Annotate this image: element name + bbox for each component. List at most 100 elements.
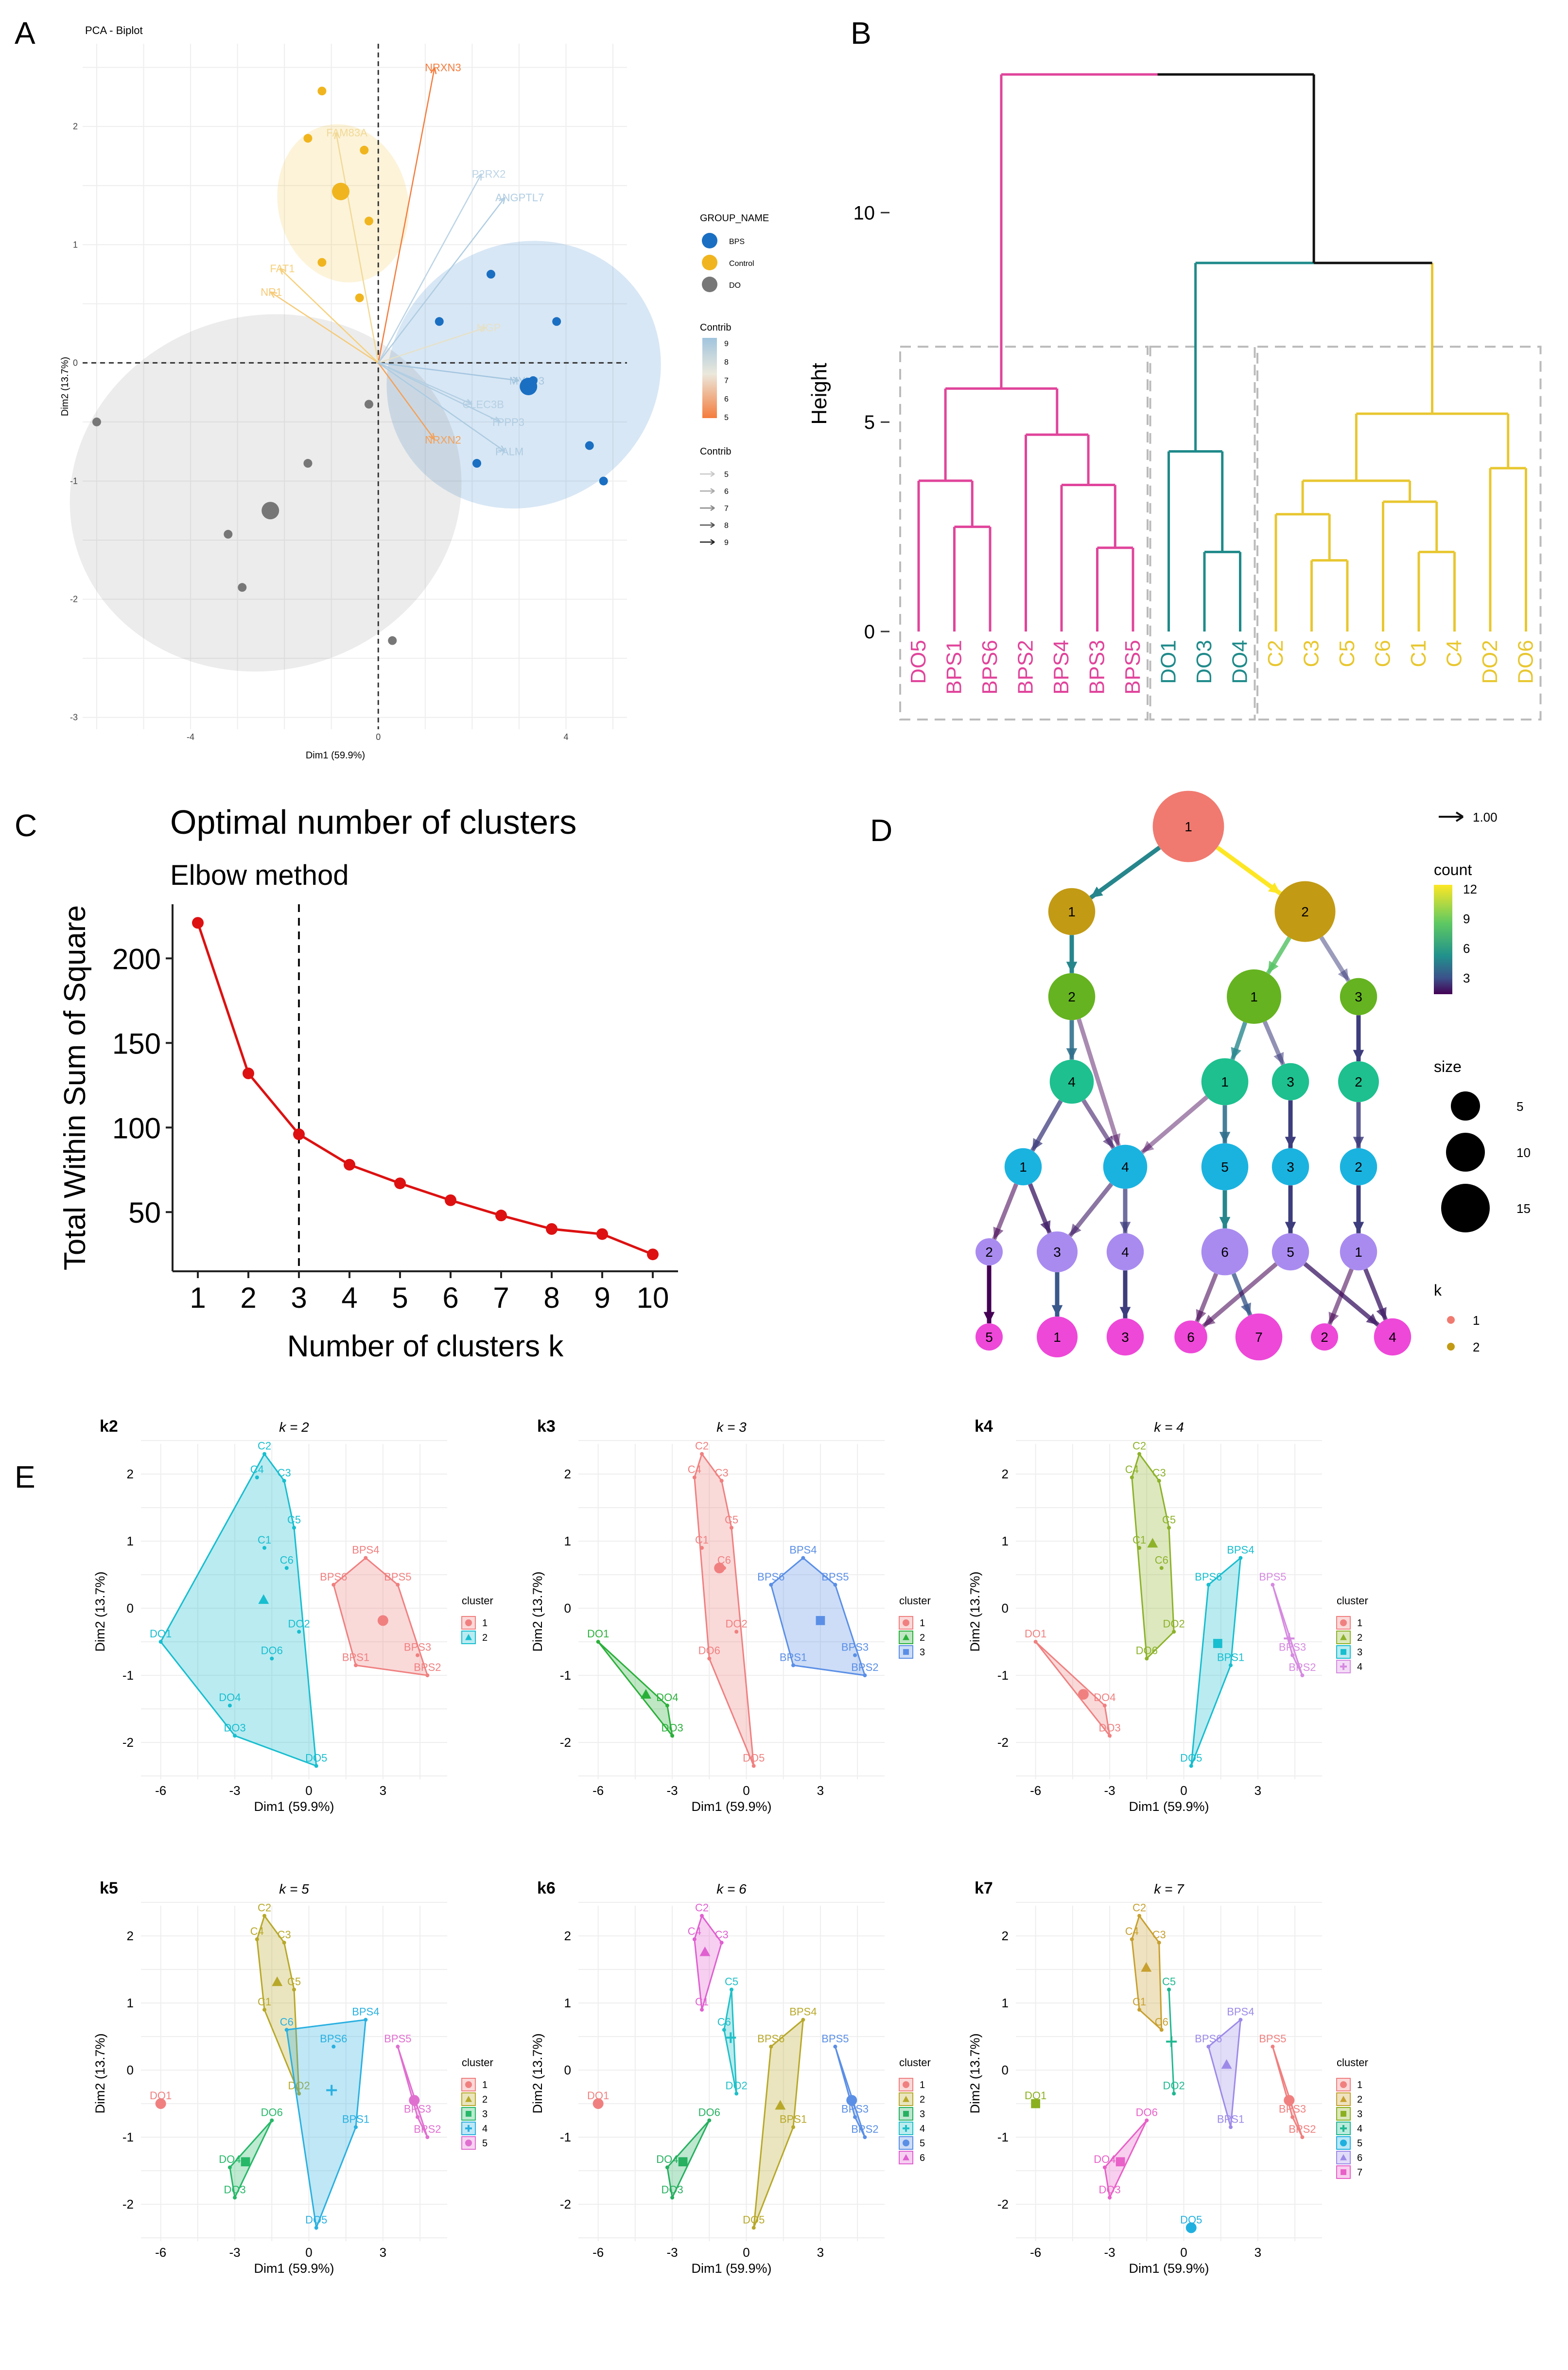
clustree-node-label: 5 (985, 1330, 993, 1345)
sample-point (425, 2135, 430, 2140)
sample-label: C2 (695, 1440, 709, 1452)
cluster-centroid (272, 1976, 283, 1986)
clustree-node (1103, 1144, 1148, 1189)
legend-title: cluster (1337, 1595, 1368, 1607)
y-tick-label: 0 (1002, 2063, 1009, 2077)
variable-label: NR1 (261, 286, 282, 298)
legend-key-marker (1340, 2140, 1347, 2146)
clustree-node-label: 2 (985, 1245, 993, 1260)
confidence-ellipse (277, 124, 409, 282)
sample-label: BPS6 (757, 1571, 784, 1583)
clustree-arrow-head (1338, 968, 1349, 981)
legend-label: Control (729, 260, 754, 268)
contrib-colorbar (702, 338, 717, 418)
x-tick-label: 0 (743, 2245, 749, 2260)
sample-label: C1 (1132, 1534, 1146, 1546)
sample-label: C2 (1132, 1440, 1146, 1452)
group-centroid (332, 182, 350, 200)
clustree-panel: 11 22 1 34 1 3 21 4 5 3 22 3 4 6 5 15 1 3 6 7 2 41.00count129… (976, 790, 1531, 1361)
sample-point (863, 2135, 867, 2140)
x-tick-label: 4 (563, 732, 568, 742)
sample-label: BPS3 (404, 1641, 431, 1653)
sample-label: DO6 (1136, 2107, 1158, 2119)
cluster-hull (1272, 1584, 1303, 1676)
sample-point (1145, 2118, 1149, 2123)
legend-size-key (1446, 1133, 1485, 1172)
clustree-node (976, 1323, 1003, 1351)
sample-label: BPS6 (1195, 1571, 1222, 1583)
subplot-tag: k3 (537, 1417, 556, 1436)
x-tick-label: -6 (592, 2245, 604, 2260)
cluster-centroid (714, 1562, 725, 1574)
legend-arrow-label: 9 (724, 539, 729, 547)
legend-title: cluster (1337, 2056, 1368, 2069)
sample-point (1238, 1556, 1243, 1560)
sample-label: BPS2 (851, 1661, 878, 1673)
legend-arrow-label: 8 (724, 522, 729, 530)
sample-label: C1 (1132, 1996, 1146, 2008)
cluster-hull (1035, 1641, 1111, 1738)
y-axis-label: Dim2 (13.7%) (968, 2033, 982, 2113)
sample-label: C5 (287, 1976, 301, 1988)
cluster-centroid (725, 2032, 736, 2043)
clustree-arrow-head (1376, 1307, 1387, 1320)
legend-k-label: 1 (1473, 1313, 1480, 1328)
sample-point (227, 2165, 232, 2170)
sample-label: C6 (1155, 2016, 1168, 2028)
legend-key-marker (465, 2125, 472, 2132)
legend-key-marker (903, 1619, 909, 1626)
clustree-arrow-head (1119, 1222, 1131, 1233)
sample-label: DO6 (698, 2107, 720, 2119)
x-tick-label: 7 (493, 1282, 509, 1314)
colorbar-tick: 8 (724, 358, 729, 367)
subplot-tag: k6 (537, 1879, 556, 1897)
legend-k-key (1447, 1343, 1455, 1351)
clustree-node-label: 1 (1185, 819, 1192, 834)
sample-point (435, 317, 444, 326)
legend-key-marker (1341, 2111, 1346, 2117)
sample-label: C2 (258, 1440, 271, 1452)
legend-label: 1 (920, 1618, 925, 1629)
y-tick-label: 0 (1002, 1601, 1009, 1615)
sample-point (734, 1630, 739, 1634)
sample-label: DO3 (1098, 2183, 1120, 2195)
variable-label: FAT1 (270, 263, 295, 275)
sample-point (303, 134, 313, 143)
sample-point (1172, 1630, 1176, 1634)
clustree-arrow-head (1196, 1309, 1206, 1322)
y-tick-label: -1 (560, 2130, 571, 2144)
chart-title: PCA - Biplot (85, 24, 143, 36)
legend-label: 2 (920, 1633, 925, 1643)
variable-arrow (378, 362, 436, 440)
clustree-arrow-head (1203, 1315, 1216, 1327)
x-axis-label: Dim1 (59.9%) (306, 750, 365, 761)
legend-label: 2 (482, 2094, 488, 2105)
clustree-node (1272, 1148, 1309, 1186)
legend-key (461, 1631, 476, 1644)
variable-label: CLEC3B (462, 398, 504, 410)
clustree-node (1201, 1143, 1249, 1191)
sample-label: C2 (1132, 1902, 1146, 1914)
clustree-arrow-head (1102, 1135, 1114, 1148)
legend-arrow-label: 1.00 (1473, 810, 1498, 825)
clustree-arrow-head (1142, 1141, 1154, 1153)
legend-label: BPS (729, 238, 745, 246)
y-tick-label: 2 (564, 1929, 571, 1943)
clustree-arrow-head (1070, 1223, 1081, 1236)
y-tick-label: 1 (1002, 1996, 1009, 2010)
clustree-node (1201, 1058, 1249, 1106)
sample-point (1137, 1452, 1142, 1456)
elbow-point (293, 1128, 305, 1141)
x-axis-label: Dim1 (59.9%) (1129, 2261, 1209, 2276)
sample-point (722, 2028, 726, 2032)
sample-point (596, 1640, 600, 1644)
legend-size-label: 5 (1516, 1099, 1523, 1114)
clustree-edge (1077, 1018, 1121, 1147)
sample-point (863, 1673, 867, 1678)
x-axis-label: Dim1 (59.9%) (691, 2261, 771, 2276)
legend-size-key (1451, 1091, 1480, 1121)
clustree-node (1048, 888, 1096, 935)
sample-point (472, 459, 482, 468)
clustree-node (1037, 1231, 1078, 1272)
clustree-node-label: 1 (1053, 1330, 1061, 1345)
